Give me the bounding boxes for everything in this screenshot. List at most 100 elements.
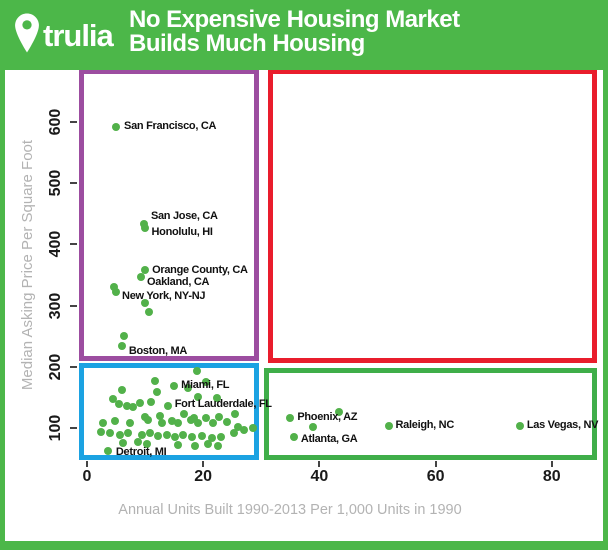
data-point xyxy=(174,419,183,428)
data-point xyxy=(96,428,105,437)
y-tick-label: 600 xyxy=(47,108,64,136)
data-point xyxy=(334,408,343,417)
plot-background xyxy=(5,70,603,541)
data-point xyxy=(191,441,200,450)
quadrant-box-expensive-low-supply xyxy=(78,69,259,362)
data-point xyxy=(119,438,128,447)
data-point xyxy=(217,432,226,441)
data-point xyxy=(213,441,222,450)
city-label: Atlanta, GA xyxy=(300,433,358,446)
quadrant-box-expensive-high-supply xyxy=(268,69,598,364)
data-point xyxy=(170,432,179,441)
data-point xyxy=(163,401,172,410)
data-point xyxy=(515,421,524,430)
data-point xyxy=(117,386,126,395)
data-point xyxy=(239,425,248,434)
header: trulia No Expensive Housing Market Build… xyxy=(0,0,608,70)
x-tick-mark xyxy=(86,461,88,467)
y-tick-mark xyxy=(70,365,77,368)
data-point xyxy=(112,122,121,131)
data-point xyxy=(170,381,179,390)
x-tick-mark xyxy=(318,461,321,467)
y-axis-title: Median Asking Price Per Square Foot xyxy=(19,139,36,391)
data-point xyxy=(209,419,218,428)
city-label: San Jose, CA xyxy=(150,210,218,223)
data-point xyxy=(234,422,243,431)
city-label: Honolulu, HI xyxy=(151,225,213,238)
y-tick-mark xyxy=(70,182,77,185)
city-label: Las Vegas, NV xyxy=(526,419,599,432)
x-tick-mark xyxy=(550,461,553,467)
x-tick-label: 0 xyxy=(82,468,92,485)
data-point xyxy=(249,424,258,432)
x-tick-label: 40 xyxy=(310,468,329,485)
data-point xyxy=(184,384,193,393)
y-tick-mark xyxy=(70,427,77,429)
city-label: Oakland, CA xyxy=(147,275,210,288)
data-point xyxy=(286,413,295,422)
data-point xyxy=(114,400,123,409)
title-line-2: Builds Much Housing xyxy=(129,30,365,57)
map-pin-icon xyxy=(14,13,40,58)
data-point xyxy=(128,403,137,412)
data-point xyxy=(125,419,134,428)
data-point xyxy=(110,417,119,426)
data-point xyxy=(153,431,162,440)
data-point xyxy=(140,224,149,233)
data-point xyxy=(109,283,118,292)
x-tick-label: 20 xyxy=(194,468,213,485)
data-point xyxy=(152,387,161,396)
data-point xyxy=(207,433,216,442)
x-tick-mark xyxy=(202,461,205,467)
data-point xyxy=(145,428,154,437)
data-point xyxy=(144,416,152,425)
quadrant-box-affordable-low-supply xyxy=(78,363,259,460)
data-point xyxy=(124,428,133,437)
data-point xyxy=(117,341,126,350)
data-point xyxy=(192,367,201,376)
data-point xyxy=(157,419,166,428)
y-tick-label: 200 xyxy=(47,353,64,381)
y-tick-label: 500 xyxy=(47,169,64,197)
city-label: San Francisco, CA xyxy=(124,120,217,133)
data-point xyxy=(309,422,317,431)
city-label: Detroit, MI xyxy=(115,445,167,458)
y-tick-mark xyxy=(70,121,77,123)
data-point xyxy=(112,288,121,297)
y-tick-mark xyxy=(70,304,77,307)
data-point xyxy=(186,416,195,425)
data-point xyxy=(106,428,115,437)
title-line-1: No Expensive Housing Market xyxy=(129,6,460,33)
data-point xyxy=(119,331,128,340)
data-point xyxy=(188,432,197,441)
data-point xyxy=(223,417,232,426)
data-point xyxy=(144,307,153,316)
data-point xyxy=(109,395,118,404)
data-point xyxy=(135,398,144,407)
data-point xyxy=(163,430,172,439)
data-point xyxy=(99,419,108,428)
data-point xyxy=(116,430,125,439)
city-label: Phoenix, AZ xyxy=(297,411,358,424)
x-tick-mark xyxy=(434,461,437,467)
data-point xyxy=(137,273,146,282)
y-tick-mark xyxy=(70,243,77,246)
data-point xyxy=(193,392,202,401)
city-label: Miami, FL xyxy=(181,379,230,392)
data-point xyxy=(229,428,238,437)
data-point xyxy=(202,378,211,387)
y-tick-label: 400 xyxy=(47,231,64,258)
city-label: Raleigh, NC xyxy=(395,419,455,432)
data-point xyxy=(146,397,155,406)
data-point xyxy=(123,401,132,410)
city-label: Boston, MA xyxy=(128,345,187,358)
page-title: No Expensive Housing Market Builds Much … xyxy=(129,8,460,56)
data-point xyxy=(134,438,143,447)
data-point xyxy=(213,394,222,402)
data-point xyxy=(231,409,240,418)
data-point xyxy=(384,421,393,430)
city-label: Orange County, CA xyxy=(152,263,248,276)
data-point xyxy=(156,411,165,420)
x-axis-title: Annual Units Built 1990-2013 Per 1,000 U… xyxy=(118,502,462,518)
data-point xyxy=(178,430,187,439)
